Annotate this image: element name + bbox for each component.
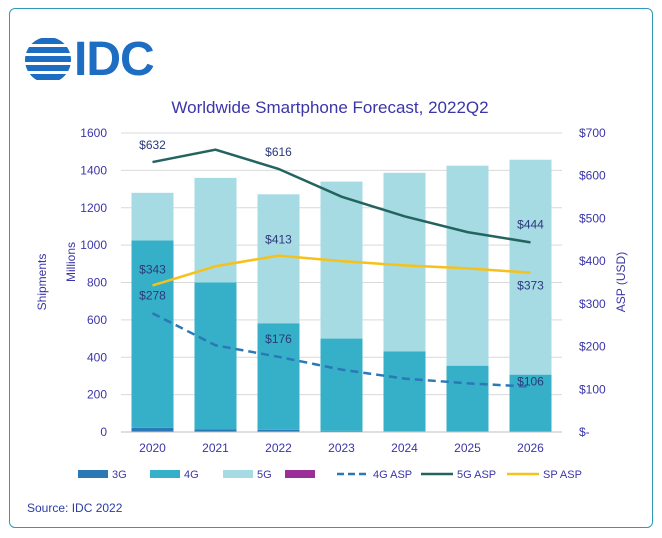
y-tick-right: $100 bbox=[579, 382, 606, 396]
y-tick-right: $- bbox=[579, 425, 590, 439]
y-tick-left: 1400 bbox=[80, 163, 107, 177]
bar-4g bbox=[446, 365, 489, 432]
y-tick-left: 0 bbox=[100, 425, 107, 439]
bar-3g bbox=[257, 429, 300, 432]
y-tick-left: 200 bbox=[87, 388, 107, 402]
y-tick-left: 400 bbox=[87, 350, 107, 364]
bar-3g bbox=[131, 427, 174, 432]
x-tick: 2026 bbox=[517, 441, 544, 455]
bar-5g bbox=[383, 172, 426, 352]
line-5g-asp bbox=[152, 148, 531, 244]
legend-label: 3G bbox=[112, 469, 127, 481]
lines bbox=[151, 148, 531, 388]
bar-5g bbox=[509, 159, 552, 375]
bars bbox=[131, 159, 552, 432]
idc-logo bbox=[24, 36, 72, 86]
y-tick-right: $700 bbox=[579, 126, 606, 140]
globe-icon bbox=[25, 38, 71, 80]
legend-swatch bbox=[285, 470, 315, 478]
y-tick-right: $300 bbox=[579, 297, 606, 311]
data-label: $632 bbox=[139, 138, 166, 152]
data-label: $413 bbox=[265, 233, 292, 247]
legend: 3G 4G 5G 4G ASP 5G ASP SP ASP bbox=[78, 469, 582, 481]
bar-4g bbox=[131, 240, 174, 428]
x-tick: 2024 bbox=[391, 441, 418, 455]
x-tick: 2020 bbox=[139, 441, 166, 455]
legend-swatch bbox=[150, 470, 180, 478]
annotations: $632 $616 $444 $343 $413 $373 $278 $176 $106 bbox=[139, 138, 544, 389]
y-tick-left: 1200 bbox=[80, 201, 107, 215]
ylabel-left-millions: Millions bbox=[64, 242, 78, 282]
bar-5g bbox=[446, 165, 489, 366]
data-label: $176 bbox=[265, 332, 292, 346]
bar-4g bbox=[509, 374, 552, 432]
x-tick: 2022 bbox=[265, 441, 292, 455]
data-label: $616 bbox=[265, 145, 292, 159]
bar-4g bbox=[320, 338, 363, 431]
legend-label: 5G ASP bbox=[457, 469, 496, 481]
bar-5g bbox=[131, 192, 174, 241]
chart-title: Worldwide Smartphone Forecast, 2022Q2 bbox=[171, 98, 488, 117]
data-label: $278 bbox=[139, 288, 166, 302]
y-tick-right: $200 bbox=[579, 340, 606, 354]
x-tick: 2025 bbox=[454, 441, 481, 455]
legend-label: 4G ASP bbox=[373, 469, 412, 481]
legend-swatch bbox=[223, 470, 253, 478]
x-tick: 2023 bbox=[328, 441, 355, 455]
line-4g-asp bbox=[151, 312, 531, 388]
bar-4g bbox=[257, 323, 300, 430]
y-tick-right: $400 bbox=[579, 254, 606, 268]
legend-label: 5G bbox=[257, 469, 272, 481]
data-label: $343 bbox=[139, 262, 166, 276]
ylabel-right: ASP (USD) bbox=[614, 252, 628, 312]
legend-swatch bbox=[78, 470, 108, 478]
data-label: $106 bbox=[517, 375, 544, 389]
ylabel-left-shipments: Shipments bbox=[35, 254, 49, 311]
axes: 0 200 400 600 800 1000 1200 1400 1600 $- $100 $200 $… bbox=[80, 126, 606, 455]
y-tick-left: 600 bbox=[87, 313, 107, 327]
data-label: $444 bbox=[517, 217, 544, 231]
source-note: Source: IDC 2022 bbox=[27, 501, 123, 515]
y-tick-left: 800 bbox=[87, 276, 107, 290]
y-tick-left: 1600 bbox=[80, 126, 107, 140]
x-tick: 2021 bbox=[202, 441, 229, 455]
bar-4g bbox=[383, 351, 426, 432]
idc-logo-text: IDC bbox=[74, 33, 155, 86]
data-label: $373 bbox=[517, 279, 544, 293]
bar-4g bbox=[194, 282, 237, 430]
y-tick-right: $500 bbox=[579, 211, 606, 225]
bar-3g bbox=[320, 430, 363, 432]
y-tick-left: 1000 bbox=[80, 238, 107, 252]
bar-3g bbox=[194, 429, 237, 432]
line-sp-asp bbox=[152, 254, 531, 287]
legend-label: 4G bbox=[184, 469, 199, 481]
y-tick-right: $600 bbox=[579, 169, 606, 183]
legend-label: SP ASP bbox=[543, 469, 582, 481]
